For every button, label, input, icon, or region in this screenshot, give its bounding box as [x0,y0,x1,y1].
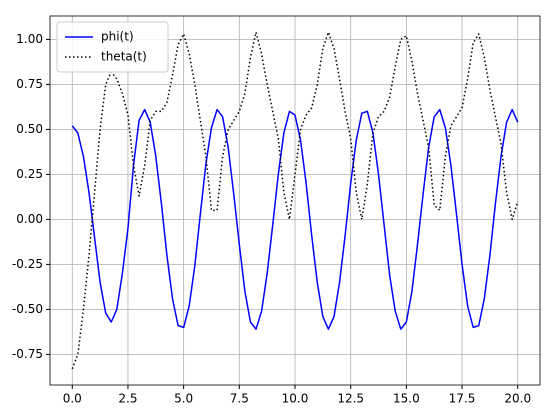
x-tick-label: 7.5 [230,392,249,406]
series-line [71,108,519,330]
y-tick-label: 1.00 [16,32,43,46]
legend: phi(t) theta(t) [56,21,169,73]
y-tick-label: 0.00 [16,212,43,226]
legend-label: phi(t) [101,30,134,44]
x-tick-label: 10.0 [282,392,309,406]
y-tick-label: 0.75 [16,77,43,91]
legend-frame [56,21,169,73]
x-tick-label: 0.0 [63,392,82,406]
x-tick-label: 20.0 [504,392,531,406]
x-tick-label: 12.5 [337,392,364,406]
y-tick-label: -0.75 [12,347,43,361]
x-tick-label: 2.5 [118,392,137,406]
legend-label: theta(t) [101,50,147,64]
x-tick-label: 5.0 [174,392,193,406]
y-tick-label: -0.50 [12,302,43,316]
x-tick-label: 15.0 [393,392,420,406]
y-tick-label: -0.25 [12,257,43,271]
axes-frame [49,15,541,386]
grid [50,16,540,385]
x-tick-label: 17.5 [449,392,476,406]
y-tick-label: 0.25 [16,167,43,181]
y-tick-label: 0.50 [16,122,43,136]
